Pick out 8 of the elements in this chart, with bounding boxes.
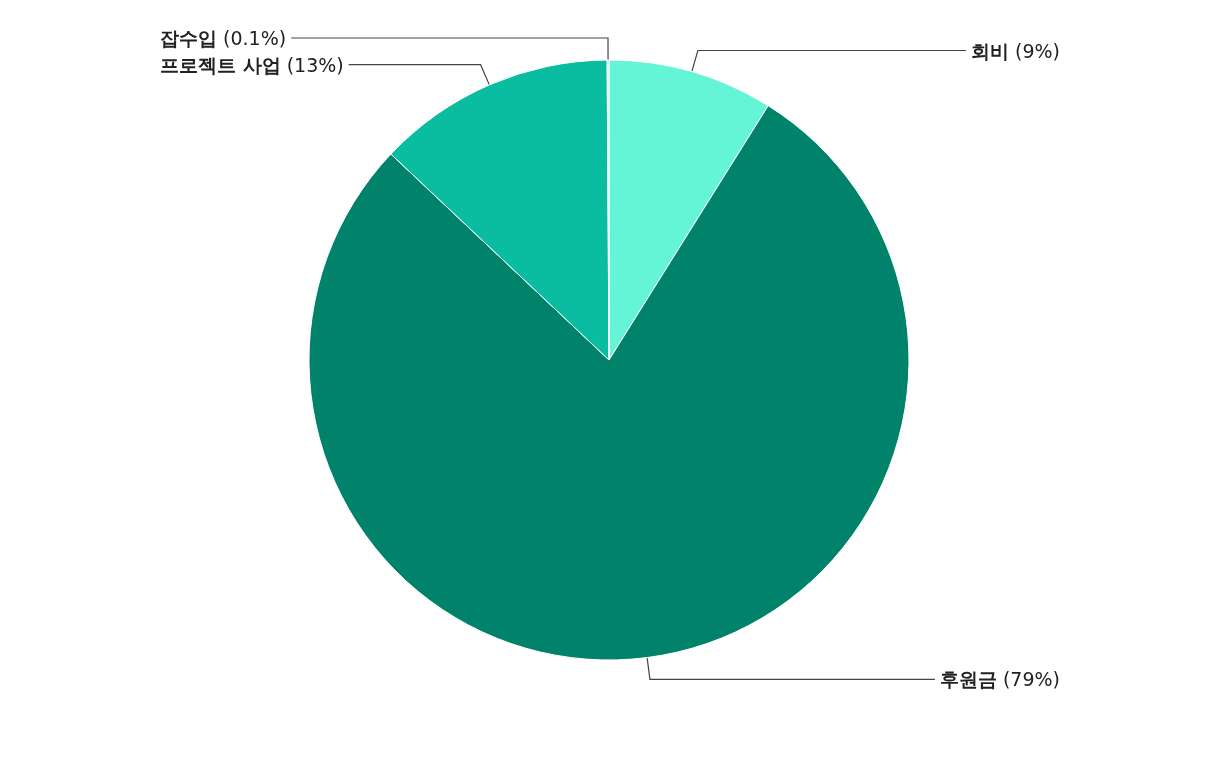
slice-label: 잡수입 (160, 27, 217, 49)
slice-label: 프로젝트 사업 (160, 53, 281, 76)
data-label: (9%) (1008, 39, 1060, 62)
data-label: (79%) (996, 668, 1060, 691)
data-label: (13%) (280, 53, 344, 76)
slice-label: 회비 (970, 39, 1009, 62)
data-label: (0.1%) (217, 27, 287, 49)
slice-label: 후원금 (939, 668, 997, 691)
